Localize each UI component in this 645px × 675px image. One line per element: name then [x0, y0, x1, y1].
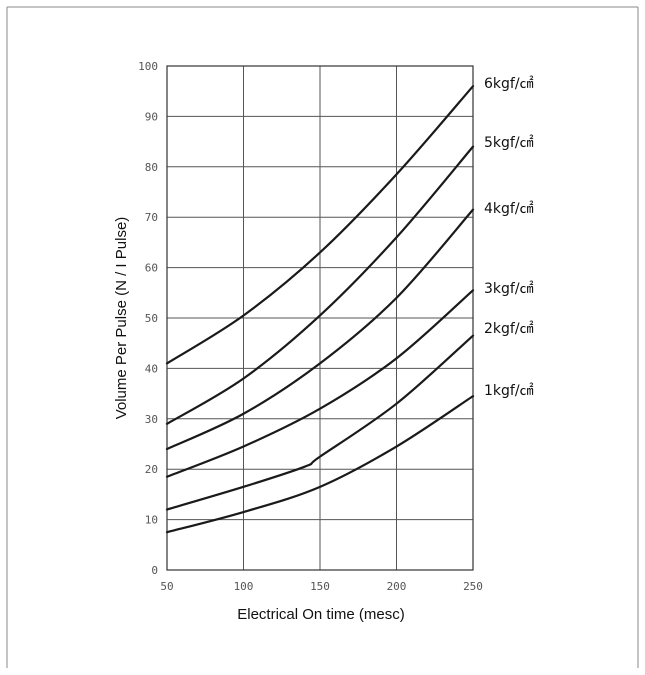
tick-labels: 0 10 20 30 40 50 60 70 80 90 100 50 100 150 200 250 — [138, 60, 483, 593]
y-tick-label: 40 — [145, 362, 158, 375]
y-tick-label: 100 — [138, 60, 158, 73]
y-tick-label: 0 — [151, 564, 158, 577]
series-line — [165, 208, 475, 451]
y-axis-title: Volume Per Pulse (N / I Pulse) — [113, 217, 130, 420]
series-line — [165, 85, 475, 365]
series-label: 2kgf/㎠ — [484, 321, 534, 337]
series-label: 3kgf/㎠ — [484, 281, 534, 297]
x-axis-title: Electrical On time (mesc) — [237, 606, 405, 623]
x-tick-label: 150 — [310, 580, 330, 593]
y-tick-label: 90 — [145, 110, 158, 123]
series-line — [165, 289, 475, 478]
plot-frame — [166, 65, 474, 571]
x-tick-label: 50 — [160, 580, 173, 593]
series-line — [165, 395, 475, 534]
y-tick-label: 60 — [145, 262, 158, 275]
series-label: 5kgf/㎠ — [484, 135, 534, 151]
y-tick-label: 10 — [145, 514, 158, 527]
x-tick-label: 100 — [234, 580, 254, 593]
series-line — [165, 145, 475, 425]
x-tick-label: 200 — [387, 580, 407, 593]
grid — [166, 65, 474, 571]
series-line — [165, 334, 475, 511]
y-tick-label: 20 — [145, 463, 158, 476]
x-tick-label: 250 — [463, 580, 483, 593]
series-lines — [165, 85, 475, 534]
series-label: 4kgf/㎠ — [484, 201, 534, 217]
y-tick-label: 30 — [145, 413, 158, 426]
series-labels: 6kgf/㎠ 5kgf/㎠ 4kgf/㎠ 3kgf/㎠ 2kgf/㎠ 1kgf/㎠ — [484, 76, 534, 399]
series-label: 6kgf/㎠ — [484, 76, 534, 92]
y-tick-label: 70 — [145, 211, 158, 224]
series-label: 1kgf/㎠ — [484, 383, 534, 399]
y-tick-label: 50 — [145, 312, 158, 325]
y-tick-label: 80 — [145, 161, 158, 174]
